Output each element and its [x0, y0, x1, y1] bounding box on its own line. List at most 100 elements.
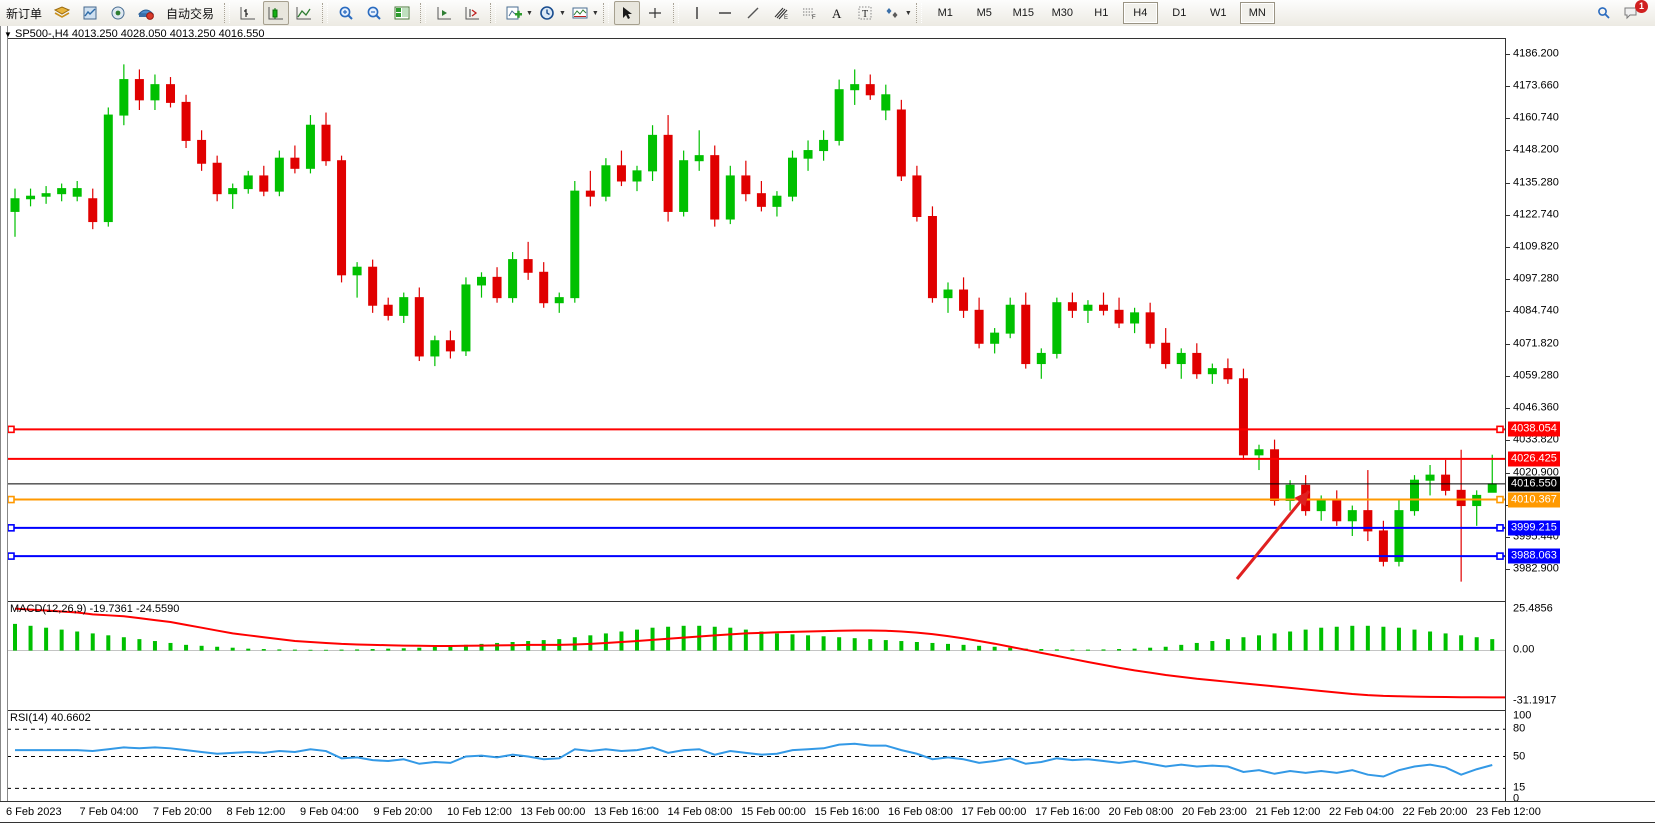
time-axis-label: 17 Feb 16:00: [1035, 806, 1100, 818]
time-axis-label: 23 Feb 12:00: [1476, 806, 1541, 818]
price-tick: [1506, 375, 1510, 377]
equidistant-channel-icon[interactable]: E: [768, 1, 794, 25]
text-icon[interactable]: A: [824, 1, 850, 25]
price-tick: [1506, 279, 1510, 281]
timeframe-m5[interactable]: M5: [976, 7, 992, 19]
rsi-chart-svg: [7, 728, 1506, 789]
expert-advisor-icon[interactable]: [133, 1, 159, 25]
indicators-icon[interactable]: [501, 1, 527, 25]
toolbar-separator-6: [672, 3, 679, 23]
macd-tick-label: -31.1917: [1513, 694, 1557, 707]
chart-area[interactable]: ▼ SP500-,H4 4013.250 4028.050 4013.250 4…: [0, 26, 1655, 828]
chart-shift-icon[interactable]: [459, 1, 485, 25]
horizontal-line-icon[interactable]: [712, 1, 738, 25]
bar-chart-icon[interactable]: [235, 1, 261, 25]
price-chart-svg: [7, 64, 1506, 582]
text-label-icon[interactable]: T: [852, 1, 878, 25]
toolbar-separator-3: [420, 3, 427, 23]
line-chart-icon[interactable]: [291, 1, 317, 25]
timeframe-m30[interactable]: M30: [1051, 7, 1073, 19]
timeframe-h4[interactable]: H4: [1122, 2, 1158, 24]
price-level-tag-resistance[interactable]: 4026.425: [1508, 451, 1560, 467]
new-order-button[interactable]: 新订单: [6, 6, 43, 21]
timeframe-w1[interactable]: W1: [1210, 7, 1227, 19]
timeframe-d1[interactable]: D1: [1172, 7, 1187, 19]
price-level-tag-resistance[interactable]: 4038.054: [1508, 421, 1560, 437]
trendline-icon[interactable]: [740, 1, 766, 25]
time-axis-label: 15 Feb 00:00: [741, 806, 806, 818]
price-tick: [1506, 247, 1510, 249]
price-tick: [1506, 472, 1510, 474]
data-folder-icon[interactable]: [49, 1, 75, 25]
timeframe-mn[interactable]: MN: [1239, 2, 1275, 24]
tile-windows-icon[interactable]: [389, 1, 415, 25]
rsi-tick-label: 50: [1513, 750, 1526, 762]
market-watch-icon[interactable]: [77, 1, 103, 25]
chart-symbol-header: ▼ SP500-,H4 4013.250 4028.050 4013.250 4…: [4, 28, 265, 40]
price-pane[interactable]: [6, 38, 1506, 601]
macd-pane[interactable]: MACD(12,26,9) -19.7361 -24.5590: [6, 601, 1506, 710]
time-axis-label: 6 Feb 2023: [6, 806, 62, 818]
rsi-tick-label: 100: [1513, 709, 1532, 722]
rsi-tick-label: 80: [1513, 722, 1526, 735]
price-tick: [1506, 85, 1510, 87]
autotrade-button[interactable]: 自动交易: [166, 6, 215, 21]
price-tick-label: 4020.900: [1513, 466, 1559, 479]
time-axis-label: 8 Feb 12:00: [226, 806, 286, 818]
price-level-tag-support[interactable]: 3988.063: [1508, 548, 1560, 564]
time-axis-label: 22 Feb 04:00: [1329, 806, 1394, 818]
price-tick: [1506, 53, 1510, 55]
auto-scroll-icon[interactable]: [431, 1, 457, 25]
price-tick-label: 4122.740: [1513, 208, 1559, 221]
chart-collapse-icon[interactable]: ▼: [4, 30, 12, 39]
price-tick-label: 4033.820: [1513, 433, 1559, 446]
price-tick-label: 3995.440: [1513, 530, 1559, 543]
timeframe-m15[interactable]: M15: [1012, 7, 1034, 19]
toolbar-separator-4: [490, 3, 497, 23]
period-dropdown-icon[interactable]: ▼: [558, 9, 566, 17]
templates-icon[interactable]: [567, 1, 593, 25]
price-tick-label: 3982.900: [1513, 562, 1559, 575]
navigator-icon[interactable]: [105, 1, 131, 25]
shapes-icon[interactable]: [880, 1, 906, 25]
price-level-tag-pivot[interactable]: 4010.367: [1508, 492, 1560, 508]
crosshair-icon[interactable]: [642, 1, 668, 25]
price-tick: [1506, 569, 1510, 571]
price-tick-label: 4160.740: [1513, 111, 1559, 124]
time-axis-label: 7 Feb 04:00: [79, 806, 139, 818]
macd-chart-svg: [7, 607, 1506, 699]
price-tick-label: 4084.740: [1513, 304, 1559, 317]
time-axis-label: 20 Feb 08:00: [1108, 806, 1174, 818]
price-level-tag-current-price[interactable]: 4016.550: [1508, 476, 1560, 492]
rsi-label: RSI(14) 40.6602: [10, 712, 91, 724]
price-tick-label: 4097.280: [1513, 272, 1559, 285]
vertical-line-icon[interactable]: [684, 1, 710, 25]
indicators-dropdown-icon[interactable]: ▼: [526, 9, 533, 17]
message-count-badge: 1: [1635, 0, 1648, 13]
time-axis-label: 7 Feb 20:00: [153, 806, 212, 818]
cursor-icon[interactable]: [613, 1, 640, 25]
toolbar-separator-5: [602, 3, 609, 23]
zoom-in-icon[interactable]: [333, 1, 359, 25]
price-level-tag-support[interactable]: 3999.215: [1508, 520, 1560, 536]
rsi-tick-label: 0: [1513, 792, 1520, 805]
price-scale[interactable]: 4186.200 4173.660 4160.740 4148.200 4135.280…: [1505, 38, 1655, 804]
messages-icon[interactable]: 1: [1619, 0, 1648, 25]
timeframe-m1[interactable]: M1: [937, 7, 953, 19]
shapes-dropdown-icon[interactable]: ▼: [904, 9, 912, 17]
macd-tick-label: 0.00: [1513, 643, 1535, 656]
time-axis-label: 10 Feb 12:00: [447, 806, 512, 818]
time-axis-label: 13 Feb 16:00: [594, 806, 659, 818]
time-axis-label: 22 Feb 20:00: [1402, 806, 1468, 818]
templates-dropdown-icon[interactable]: ▼: [591, 9, 599, 17]
svg-text:F: F: [812, 15, 816, 21]
period-clock-icon[interactable]: [534, 1, 560, 25]
search-icon[interactable]: [1591, 1, 1617, 25]
candlestick-chart-icon[interactable]: [263, 1, 290, 25]
timeframe-h1[interactable]: H1: [1094, 7, 1109, 19]
fibonacci-icon[interactable]: F: [796, 1, 822, 25]
rsi-pane[interactable]: RSI(14) 40.6602: [6, 710, 1506, 802]
price-tick: [1506, 214, 1510, 216]
zoom-out-icon[interactable]: [361, 1, 387, 25]
price-tick: [1506, 150, 1510, 152]
